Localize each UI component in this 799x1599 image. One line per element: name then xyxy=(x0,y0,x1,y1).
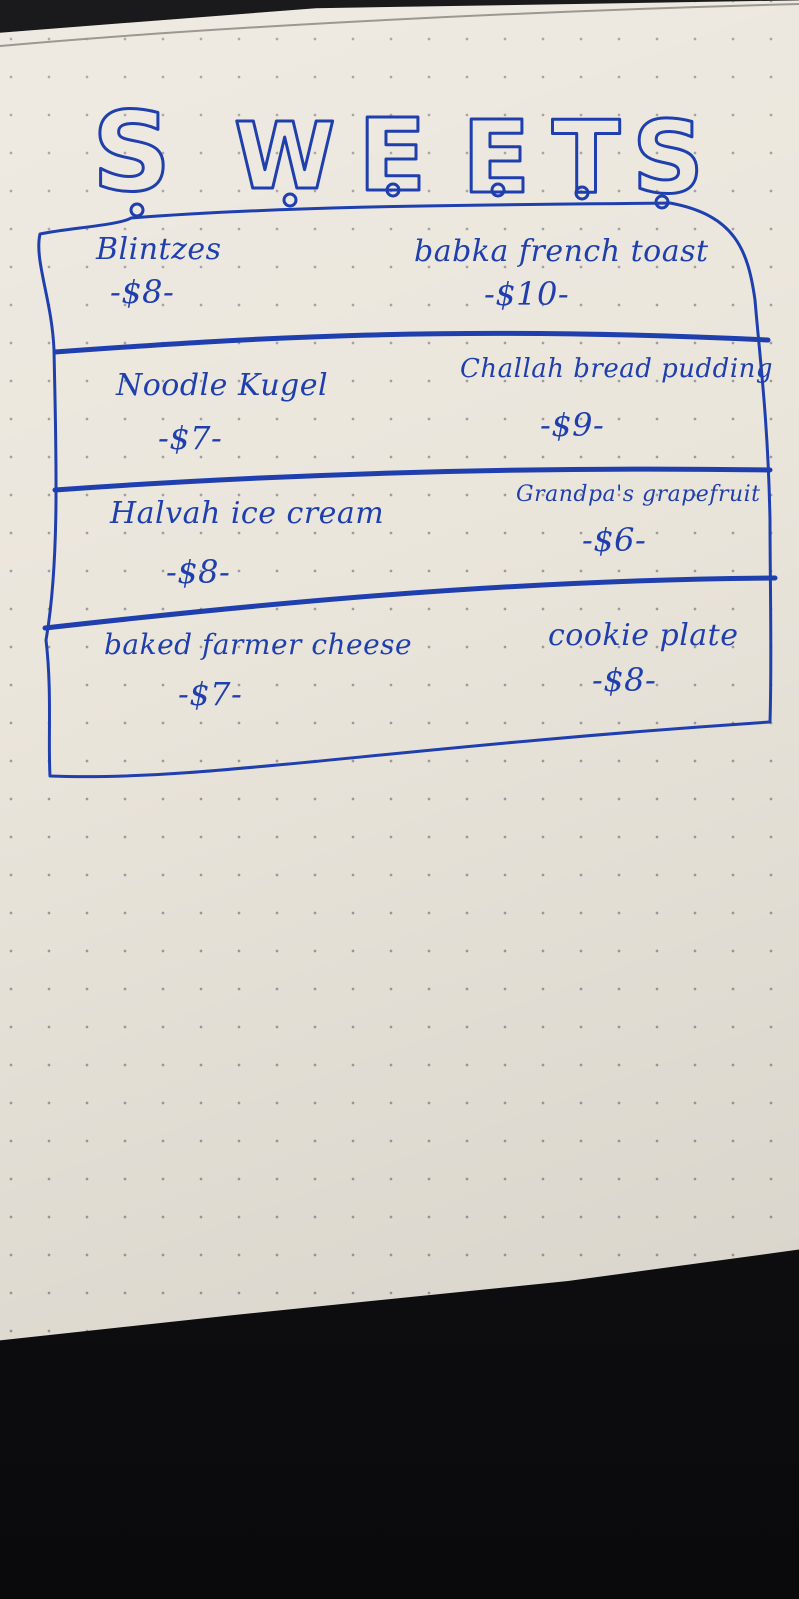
menu-item-name: babka french toast xyxy=(414,234,709,269)
menu-item-grandpas-grapefruit: Grandpa's grapefruit -$6- xyxy=(516,482,761,559)
menu-board-outline xyxy=(37,201,778,779)
sweets-title: S W E E T S xyxy=(91,87,706,218)
page-edge-line xyxy=(0,3,799,47)
row-divider-3 xyxy=(42,575,778,631)
title-letter-s1: S xyxy=(92,88,171,216)
peg xyxy=(129,202,145,218)
peg xyxy=(490,182,506,198)
menu-item-price: -$8- xyxy=(592,661,657,699)
menu-item-cookie-plate: cookie plate -$8- xyxy=(548,618,738,699)
menu-item-babka-french-toast: babka french toast -$10- xyxy=(414,234,709,313)
menu-item-price: -$7- xyxy=(178,675,243,713)
menu-item-blintzes: Blintzes -$8- xyxy=(96,232,222,311)
menu-item-price: -$8- xyxy=(110,273,175,311)
menu-item-name: baked farmer cheese xyxy=(104,628,413,661)
menu-item-name: Challah bread pudding xyxy=(460,354,774,384)
menu-item-price: -$7- xyxy=(158,419,223,457)
menu-item-noodle-kugel: Noodle Kugel -$7- xyxy=(116,368,328,457)
menu-item-price: -$9- xyxy=(540,406,605,444)
notebook-page xyxy=(0,0,799,1343)
menu-item-name: cookie plate xyxy=(548,618,739,653)
title-letter-w: W xyxy=(234,103,335,210)
menu-drawing: S W E E T S xyxy=(37,87,778,779)
title-letter-e2: E xyxy=(462,99,530,216)
menu-item-name: Blintzes xyxy=(96,232,222,267)
menu-item-halvah-ice-cream: Halvah ice cream -$8- xyxy=(110,496,384,591)
menu-item-price: -$8- xyxy=(166,553,231,591)
peg xyxy=(282,192,298,208)
menu-item-baked-farmer-cheese: baked farmer cheese -$7- xyxy=(104,628,412,713)
menu-item-price: -$6- xyxy=(582,521,647,559)
menu-item-challah-bread-pudding: Challah bread pudding -$9- xyxy=(460,354,773,444)
peg xyxy=(574,185,590,201)
menu-item-name: Halvah ice cream xyxy=(110,496,385,531)
peg xyxy=(385,182,401,198)
row-divider-1 xyxy=(52,330,771,355)
menu-item-name: Noodle Kugel xyxy=(116,368,329,403)
menu-item-name: Grandpa's grapefruit xyxy=(516,482,761,507)
menu-item-price: -$10- xyxy=(484,275,570,313)
row-divider-2 xyxy=(52,466,773,493)
title-letter-s2: S xyxy=(632,99,704,216)
